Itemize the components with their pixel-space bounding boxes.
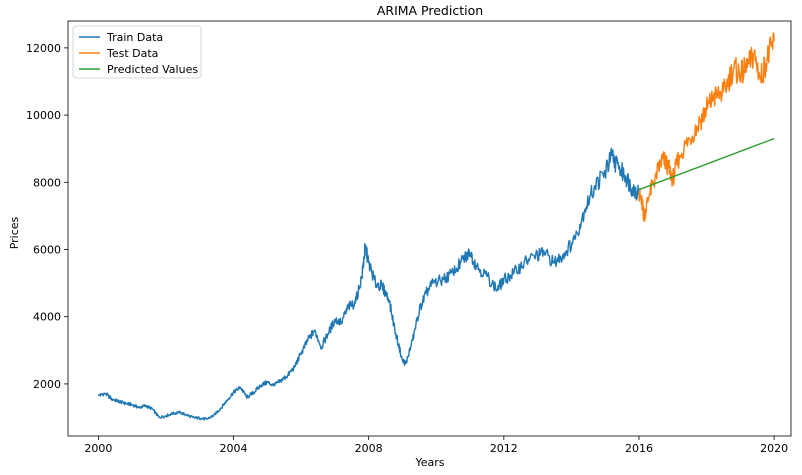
x-tick-label: 2008 bbox=[355, 442, 383, 455]
x-tick-label: 2020 bbox=[760, 442, 788, 455]
axes-frame bbox=[67, 20, 792, 437]
x-axis-label: Years bbox=[414, 456, 444, 469]
y-axis-label: Prices bbox=[8, 216, 21, 249]
y-tick-label: 4000 bbox=[33, 311, 61, 324]
legend: Train Data Test Data Predicted Values bbox=[72, 25, 202, 79]
legend-label-predicted: Predicted Values bbox=[107, 63, 198, 76]
plot-area bbox=[97, 32, 775, 421]
x-tick-label: 2016 bbox=[625, 442, 653, 455]
x-tick-label: 2004 bbox=[220, 442, 248, 455]
y-tick-label: 12000 bbox=[26, 42, 61, 55]
x-tick-label: 2012 bbox=[490, 442, 518, 455]
y-tick-label: 8000 bbox=[33, 176, 61, 189]
series-line-predicted bbox=[638, 137, 775, 191]
y-tick-label: 6000 bbox=[33, 244, 61, 257]
legend-box bbox=[72, 25, 202, 79]
series-line-test bbox=[638, 32, 775, 222]
legend-label-train: Train Data bbox=[106, 31, 163, 44]
series-line-train bbox=[97, 147, 640, 421]
y-tick-label: 10000 bbox=[26, 109, 61, 122]
axes: 2000 2004 2008 2012 2016 2020 2000 4000 6000 8000… bbox=[26, 20, 792, 455]
y-tick-label: 2000 bbox=[33, 378, 61, 391]
chart-title: ARIMA Prediction bbox=[377, 3, 483, 18]
legend-label-test: Test Data bbox=[106, 47, 158, 60]
x-tick-label: 2000 bbox=[84, 442, 112, 455]
